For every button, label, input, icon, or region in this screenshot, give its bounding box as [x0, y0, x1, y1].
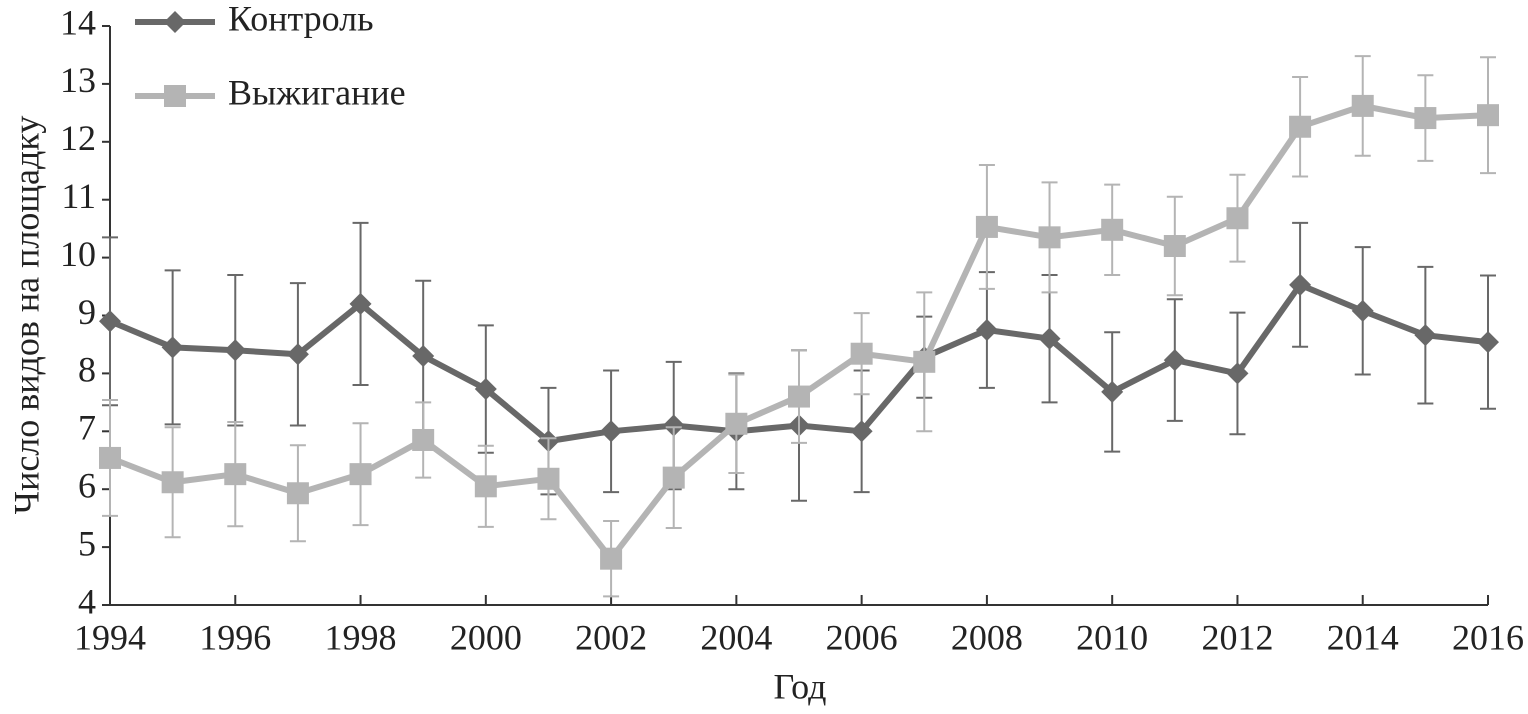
- y-axis-title: Число видов на площадку: [6, 116, 46, 515]
- data-point: [725, 412, 748, 435]
- data-point: [224, 463, 247, 486]
- data-point: [224, 339, 247, 362]
- data-point: [1163, 349, 1186, 372]
- y-tick-label: 7: [78, 408, 96, 448]
- data-point: [1351, 94, 1374, 117]
- x-axis-title: Год: [774, 666, 827, 706]
- data-point: [99, 446, 121, 469]
- legend-marker: [164, 11, 186, 33]
- y-tick-label: 5: [78, 523, 96, 563]
- data-point: [161, 336, 184, 359]
- data-point: [1477, 331, 1499, 354]
- data-point: [788, 385, 810, 408]
- y-tick-label: 8: [78, 350, 96, 390]
- x-tick-label: 2002: [575, 617, 647, 657]
- x-tick-label: 2006: [826, 617, 898, 657]
- data-point: [1038, 327, 1061, 350]
- x-tick-label: 2014: [1327, 617, 1399, 657]
- data-point: [1038, 226, 1061, 249]
- data-point: [850, 342, 873, 365]
- data-point: [1351, 299, 1374, 322]
- legend-label: Выжигание: [228, 72, 406, 112]
- data-point: [537, 467, 560, 490]
- x-tick-label: 1996: [199, 617, 271, 657]
- y-tick-label: 14: [60, 2, 96, 42]
- y-tick-label: 9: [78, 292, 96, 332]
- data-point: [600, 420, 623, 443]
- data-point: [975, 318, 998, 341]
- y-tick-label: 10: [60, 234, 96, 274]
- data-point: [850, 420, 873, 443]
- data-point: [286, 482, 309, 505]
- data-point: [1414, 324, 1437, 347]
- data-point: [286, 343, 309, 366]
- data-point: [1226, 207, 1249, 230]
- x-tick-label: 2004: [700, 617, 772, 657]
- data-point: [474, 378, 497, 401]
- data-point: [1226, 362, 1249, 385]
- x-tick-label: 2016: [1452, 617, 1524, 657]
- data-point: [1101, 380, 1124, 403]
- data-point: [412, 345, 435, 368]
- data-point: [349, 292, 372, 315]
- y-tick-label: 4: [78, 581, 96, 621]
- x-tick-label: 2010: [1076, 617, 1148, 657]
- x-tick-label: 2000: [450, 617, 522, 657]
- legend-marker: [164, 85, 186, 107]
- x-tick-label: 2012: [1201, 617, 1273, 657]
- data-point: [662, 466, 685, 489]
- data-point: [1289, 273, 1312, 296]
- data-point: [161, 471, 184, 494]
- data-point: [1414, 107, 1437, 130]
- x-tick-label: 1994: [74, 617, 146, 657]
- legend-label: Контроль: [228, 0, 374, 38]
- y-tick-label: 12: [60, 118, 96, 158]
- data-point: [412, 428, 435, 451]
- data-point: [99, 310, 121, 333]
- data-point: [474, 475, 497, 498]
- data-point: [600, 547, 623, 570]
- data-point: [913, 350, 936, 373]
- data-point: [662, 414, 685, 437]
- y-tick-label: 11: [61, 176, 96, 216]
- data-point: [1101, 218, 1124, 241]
- data-point: [349, 463, 372, 486]
- data-point: [1477, 104, 1499, 127]
- y-tick-label: 6: [78, 465, 96, 505]
- data-point: [975, 215, 998, 238]
- data-point: [1289, 115, 1312, 138]
- y-tick-label: 13: [60, 60, 96, 100]
- x-tick-label: 2008: [951, 617, 1023, 657]
- x-tick-label: 1998: [325, 617, 397, 657]
- data-point: [1163, 235, 1186, 258]
